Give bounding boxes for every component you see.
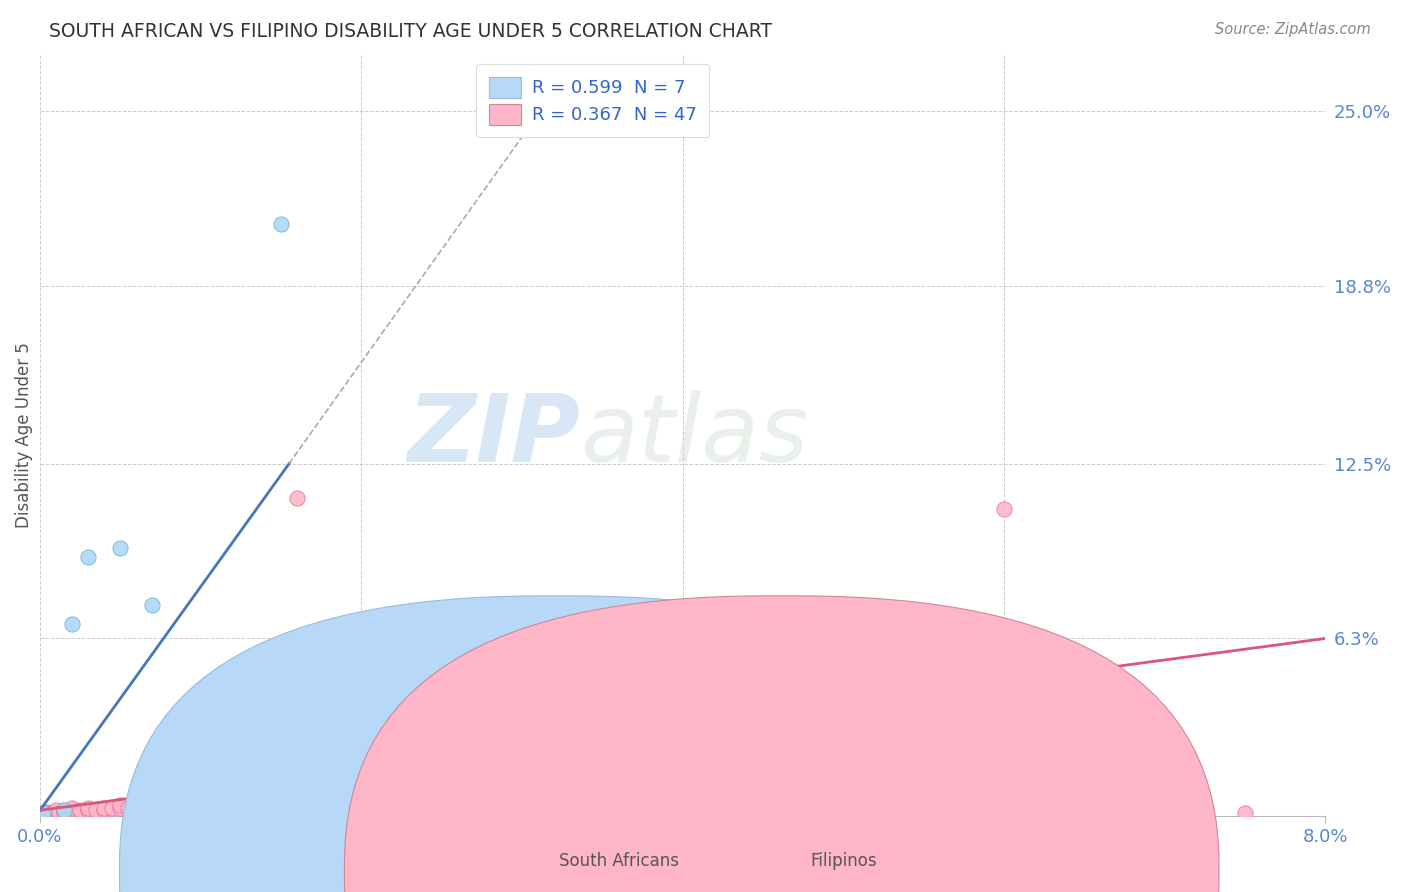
Point	[832, 800, 855, 814]
Text: ZIP: ZIP	[406, 390, 579, 482]
Point	[60, 800, 83, 814]
Point	[53, 803, 76, 817]
Point	[53, 806, 76, 821]
Point	[93, 803, 115, 817]
Point	[270, 797, 292, 812]
Point	[110, 541, 132, 556]
Point	[1073, 803, 1095, 817]
Y-axis label: Disability Age Under 5: Disability Age Under 5	[15, 343, 32, 528]
Point	[157, 800, 180, 814]
Point	[591, 803, 613, 817]
Point	[45, 806, 67, 821]
Point	[77, 800, 100, 814]
Point	[672, 800, 695, 814]
Point	[77, 549, 100, 564]
Point	[912, 797, 935, 812]
Point	[110, 800, 132, 814]
Text: atlas: atlas	[579, 390, 808, 481]
Point	[31, 806, 53, 821]
Text: SOUTH AFRICAN VS FILIPINO DISABILITY AGE UNDER 5 CORRELATION CHART: SOUTH AFRICAN VS FILIPINO DISABILITY AGE…	[49, 22, 772, 41]
Point	[77, 803, 100, 817]
Point	[1234, 806, 1257, 821]
Point	[117, 800, 139, 814]
Text: Filipinos: Filipinos	[810, 852, 877, 870]
Text: Source: ZipAtlas.com: Source: ZipAtlas.com	[1215, 22, 1371, 37]
Point	[382, 797, 405, 812]
Point	[35, 805, 58, 819]
Point	[48, 806, 70, 821]
Point	[285, 491, 308, 505]
Point	[60, 803, 83, 817]
Point	[222, 800, 245, 814]
Point	[42, 805, 65, 819]
Point	[752, 800, 775, 814]
Legend: R = 0.599  N = 7, R = 0.367  N = 47: R = 0.599 N = 7, R = 0.367 N = 47	[477, 64, 710, 137]
Point	[34, 806, 56, 821]
Point	[149, 797, 172, 812]
Point	[173, 800, 195, 814]
Point	[32, 806, 55, 821]
Point	[993, 501, 1015, 516]
Point	[69, 803, 91, 817]
Point	[190, 797, 212, 812]
Point	[101, 800, 124, 814]
Point	[205, 797, 228, 812]
Point	[37, 806, 59, 821]
Point	[84, 803, 107, 817]
Point	[60, 806, 83, 821]
Point	[125, 800, 148, 814]
Point	[270, 217, 292, 231]
Point	[60, 617, 83, 632]
Point	[478, 806, 501, 821]
Point	[125, 797, 148, 812]
Point	[93, 800, 115, 814]
Point	[110, 797, 132, 812]
Point	[32, 806, 55, 821]
Point	[45, 803, 67, 817]
Point	[141, 800, 163, 814]
Point	[238, 797, 260, 812]
Point	[141, 598, 163, 612]
Point	[53, 803, 76, 817]
Text: South Africans: South Africans	[558, 852, 679, 870]
Point	[39, 806, 62, 821]
